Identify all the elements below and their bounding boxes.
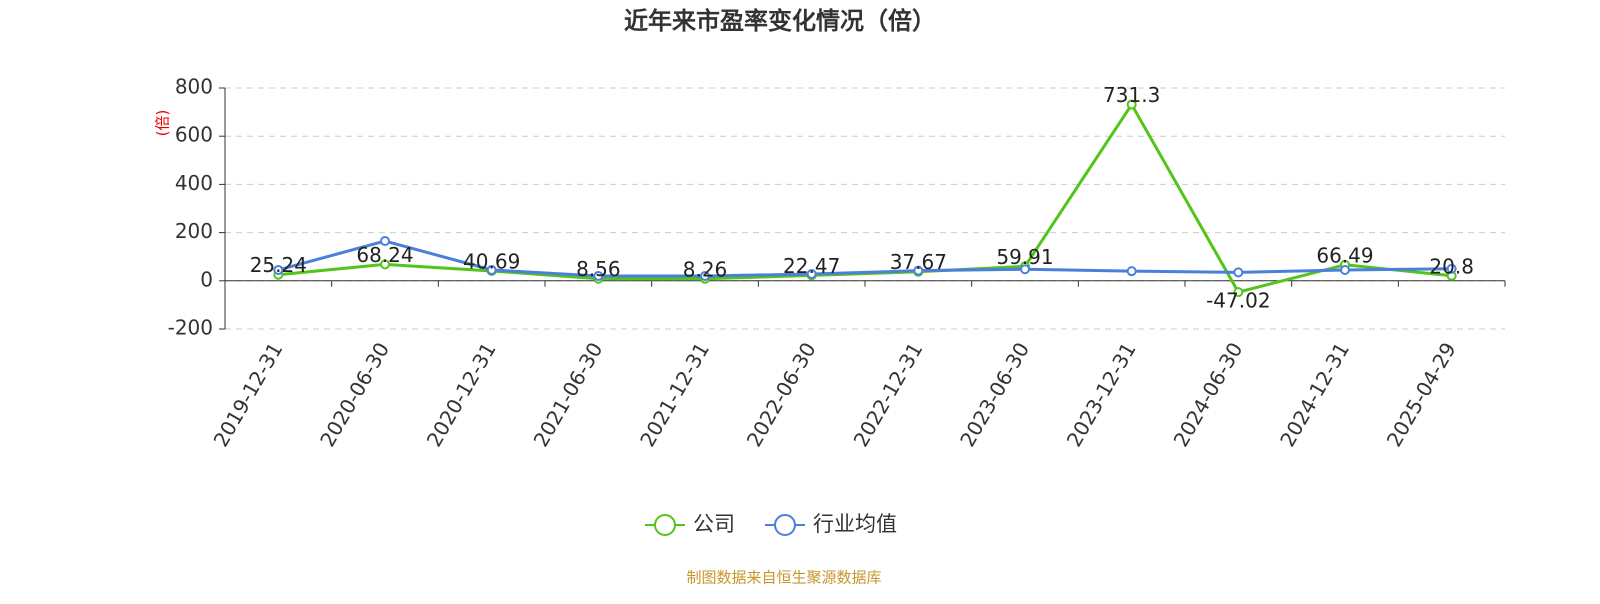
legend-label: 公司 <box>693 512 735 536</box>
x-tick-label: 2021-12-31 <box>635 338 714 451</box>
data-point <box>273 264 284 275</box>
data-point <box>1233 267 1244 278</box>
legend-label: 行业均值 <box>813 512 897 536</box>
data-point <box>380 259 390 270</box>
x-tick-label: 2024-06-30 <box>1169 338 1248 451</box>
legend-item[interactable]: 行业均值 <box>765 512 897 536</box>
data-label: 22.47 <box>783 254 840 278</box>
data-point <box>700 270 710 281</box>
series-line <box>278 101 1452 294</box>
x-tick-label: 2023-06-30 <box>955 338 1034 451</box>
data-label: 59.91 <box>996 245 1053 269</box>
data-label: 68.24 <box>356 243 413 267</box>
legend-marker <box>774 514 796 536</box>
x-tick-label: 2019-12-31 <box>209 338 288 451</box>
legend-marker <box>654 514 676 536</box>
data-label: -47.02 <box>1206 289 1270 313</box>
data-point <box>1233 287 1244 298</box>
data-label: 8.56 <box>576 257 621 281</box>
y-tick-label: 0 <box>200 267 213 291</box>
data-label: 8.26 <box>683 257 728 281</box>
y-tick-label: 400 <box>175 171 213 195</box>
x-tick-label: 2021-06-30 <box>529 338 608 451</box>
chart-title: 近年来市盈率变化情况（倍） <box>624 7 936 35</box>
data-point <box>806 269 817 280</box>
data-point <box>486 264 497 275</box>
data-label: 731.3 <box>1103 83 1160 107</box>
x-tick-label: 2020-12-31 <box>422 338 501 451</box>
data-label: 37.67 <box>890 250 947 274</box>
data-point <box>913 265 924 276</box>
data-label: 25.24 <box>250 253 307 277</box>
y-tick-label: 800 <box>175 75 213 99</box>
source-note: 制图数据来自恒生聚源数据库 <box>686 569 881 587</box>
data-label: 20.8 <box>1429 254 1474 278</box>
data-point <box>1446 263 1457 274</box>
series-line <box>277 239 1452 278</box>
data-label: 66.49 <box>1316 243 1373 267</box>
y-tick-label: 600 <box>175 123 213 147</box>
data-label: 40.69 <box>463 249 520 273</box>
x-tick-label: 2022-12-31 <box>849 338 928 451</box>
legend-item[interactable]: 公司 <box>645 512 735 536</box>
data-point <box>1126 266 1137 277</box>
data-point <box>1020 264 1030 275</box>
x-tick-label: 2023-12-31 <box>1062 338 1141 451</box>
x-tick-label: 2024-12-31 <box>1275 338 1354 451</box>
data-point <box>1126 99 1137 110</box>
y-tick-label: -200 <box>168 316 213 340</box>
data-point <box>593 270 604 281</box>
data-point <box>1340 264 1350 275</box>
y-axis-label: (倍) <box>154 110 172 137</box>
x-tick-label: 2025-04-29 <box>1382 338 1461 451</box>
x-tick-label: 2020-06-30 <box>315 338 394 451</box>
y-tick-label: 200 <box>175 219 213 243</box>
x-tick-label: 2022-06-30 <box>742 338 821 451</box>
data-point <box>380 236 390 247</box>
